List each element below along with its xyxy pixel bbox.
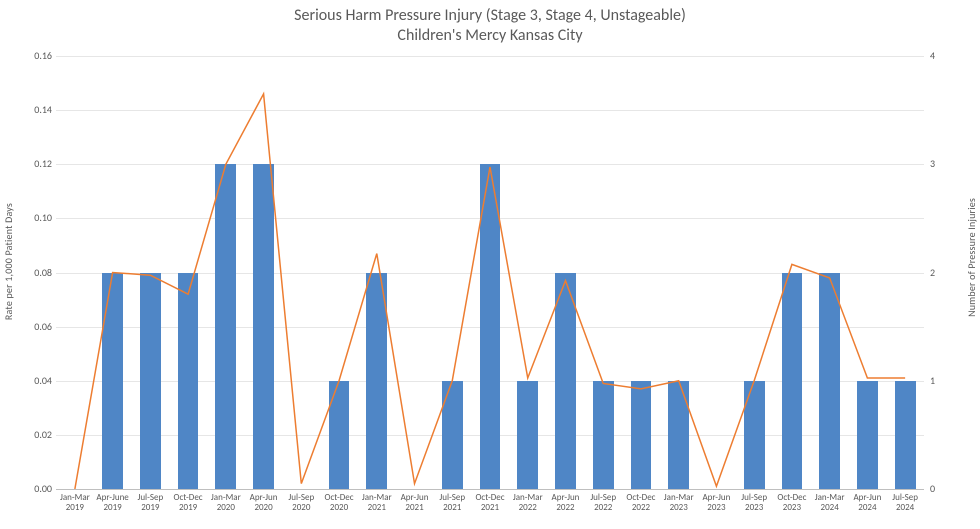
y-left-tick: 0.12 <box>12 159 52 169</box>
y-right-tick: 0 <box>930 484 970 494</box>
y-right-tick: 3 <box>930 159 970 169</box>
y-right-tick: 2 <box>930 268 970 278</box>
y-right-tick: 4 <box>930 51 970 61</box>
y-left-tick: 0.04 <box>12 376 52 386</box>
chart-title: Serious Harm Pressure Injury (Stage 3, S… <box>0 6 980 26</box>
chart-container: Serious Harm Pressure Injury (Stage 3, S… <box>0 0 980 529</box>
plot-area <box>56 56 924 490</box>
line-path <box>75 94 905 489</box>
chart-titles: Serious Harm Pressure Injury (Stage 3, S… <box>0 6 980 46</box>
y-axis-left-ticks: 0.000.020.040.060.080.100.120.140.16 <box>12 56 52 489</box>
y-axis-right-ticks: 01234 <box>930 56 970 489</box>
y-left-tick: 0.14 <box>12 105 52 115</box>
y-left-tick: 0.16 <box>12 51 52 61</box>
y-left-tick: 0.00 <box>12 484 52 494</box>
y-right-tick: 1 <box>930 376 970 386</box>
chart-subtitle: Children's Mercy Kansas City <box>0 26 980 46</box>
x-axis-tick-label: Jul-Sep2024 <box>883 493 927 513</box>
line-series <box>56 56 924 489</box>
y-left-tick: 0.08 <box>12 268 52 278</box>
y-left-tick: 0.06 <box>12 322 52 332</box>
y-left-tick: 0.10 <box>12 213 52 223</box>
y-left-tick: 0.02 <box>12 430 52 440</box>
